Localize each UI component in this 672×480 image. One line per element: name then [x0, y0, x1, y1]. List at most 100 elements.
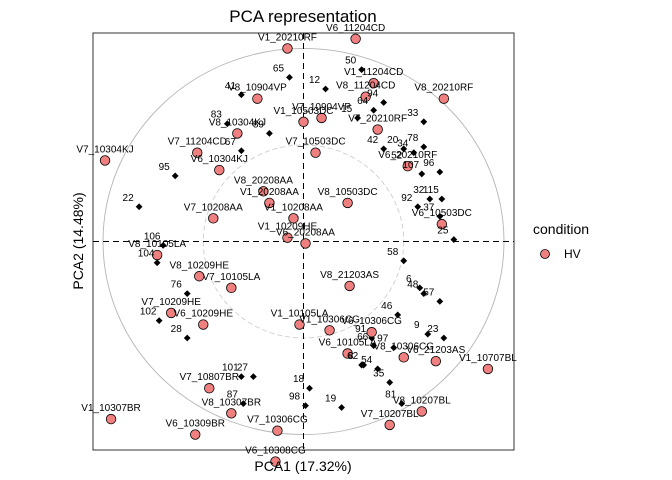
sample-label: V7_10503DC	[286, 137, 346, 148]
sample-label: V7_10208AA	[184, 202, 243, 213]
variable-label: 91	[355, 324, 367, 335]
variable-point	[398, 400, 406, 408]
sample-point	[226, 282, 237, 294]
sample-label: V1_10208AA	[264, 202, 323, 213]
variable-point	[436, 297, 444, 305]
sample-point	[350, 33, 361, 44]
sample-point	[342, 197, 353, 209]
chart-title: PCA representation	[229, 7, 376, 26]
variable-point	[436, 168, 444, 176]
sample-point	[288, 213, 299, 224]
variable-point	[424, 330, 432, 338]
variable-label: 54	[361, 355, 373, 366]
sample-point	[165, 307, 177, 319]
variable-point	[183, 334, 191, 342]
sample-point	[282, 232, 293, 243]
sample-point	[430, 355, 442, 367]
variable-label: 78	[407, 133, 419, 144]
sample-label: V8_20210RF	[414, 83, 473, 94]
variable-point	[338, 404, 345, 411]
variable-label: 66	[357, 332, 369, 343]
variable-point	[155, 317, 163, 325]
sample-label: V7_10105LA	[202, 272, 260, 283]
variable-label: 58	[387, 247, 399, 258]
sample-label: V7_10306CG	[247, 415, 308, 426]
sample-label: V1_10503DC	[273, 106, 333, 117]
variable-label: 12	[309, 75, 321, 86]
variable-point	[390, 344, 398, 352]
sample-point	[310, 147, 321, 158]
variable-label: 42	[367, 135, 379, 146]
sample-point	[190, 429, 201, 440]
sample-label: V6_10306CG	[341, 316, 402, 327]
sample-label: V8_21203AS	[320, 270, 379, 281]
variable-label: 92	[401, 193, 413, 204]
variable-label: 34	[397, 139, 409, 150]
variable-label: 33	[407, 108, 419, 119]
variable-label: 32	[413, 185, 425, 196]
variable-point	[249, 373, 257, 381]
sample-label: V7_10807BR	[180, 372, 240, 383]
variable-point	[420, 118, 428, 126]
variable-point	[360, 361, 368, 369]
sample-label: V1_10306CG	[299, 314, 360, 325]
variable-label: 97	[377, 334, 389, 345]
sample-label: V7_10209HE	[141, 297, 201, 308]
sample-label: V8_10304KJ	[209, 117, 266, 128]
variable-point	[354, 114, 362, 122]
variable-point	[410, 149, 418, 157]
variable-label: 18	[293, 374, 305, 385]
variable-point	[286, 74, 293, 81]
variable-label: 83	[211, 110, 223, 121]
variable-point	[183, 290, 191, 298]
variable-point	[420, 290, 428, 298]
sample-point	[198, 319, 209, 330]
sample-point	[316, 112, 327, 124]
sample-point	[192, 147, 203, 158]
sample-point	[252, 93, 263, 104]
variable-point	[420, 143, 428, 151]
variable-point	[239, 400, 247, 408]
variable-label: 76	[171, 280, 183, 291]
sample-point	[232, 128, 243, 139]
sample-point	[402, 161, 413, 172]
variable-point	[237, 147, 245, 155]
variable-point	[418, 170, 426, 178]
sample-point	[204, 383, 215, 394]
variable-label: 57	[423, 287, 435, 298]
variable-label: 107	[402, 160, 419, 171]
variable-label: 101	[222, 363, 239, 374]
sample-label: V6_20208AA	[276, 227, 335, 238]
sample-point	[436, 218, 448, 230]
variable-label: 48	[407, 280, 419, 291]
sample-label: V8_10105LA	[128, 239, 186, 250]
variable-label: 81	[385, 390, 397, 401]
sample-point	[368, 77, 379, 89]
sample-point	[270, 456, 281, 467]
sample-label: V6_10105LA	[319, 337, 377, 348]
sample-label: V1_10307BR	[81, 403, 141, 414]
variable-point	[426, 195, 434, 203]
sample-point	[372, 124, 383, 135]
variable-point	[322, 85, 329, 93]
sample-label: V8_11204CD	[336, 81, 395, 92]
sample-point	[105, 413, 117, 425]
variable-label: 64	[357, 96, 369, 107]
variable-point	[153, 259, 161, 267]
variable-point	[370, 106, 378, 114]
variable-label: 27	[237, 363, 249, 374]
variable-label: 104	[138, 249, 155, 260]
sample-label: V7_11204CD	[168, 137, 227, 148]
variable-label: 96	[423, 158, 435, 169]
sample-point	[398, 352, 409, 363]
variable-label: 94	[367, 89, 379, 100]
sample-label: V8_10306CG	[373, 341, 434, 352]
variable-label: 65	[273, 63, 285, 74]
sample-point	[258, 186, 269, 197]
variable-point	[438, 195, 446, 203]
sample-point	[324, 325, 335, 336]
variable-point	[135, 203, 143, 211]
variable-label: 35	[373, 368, 385, 379]
sample-label: V6_21203AS	[406, 345, 465, 356]
sample-label: V6_10308CG	[245, 446, 306, 457]
